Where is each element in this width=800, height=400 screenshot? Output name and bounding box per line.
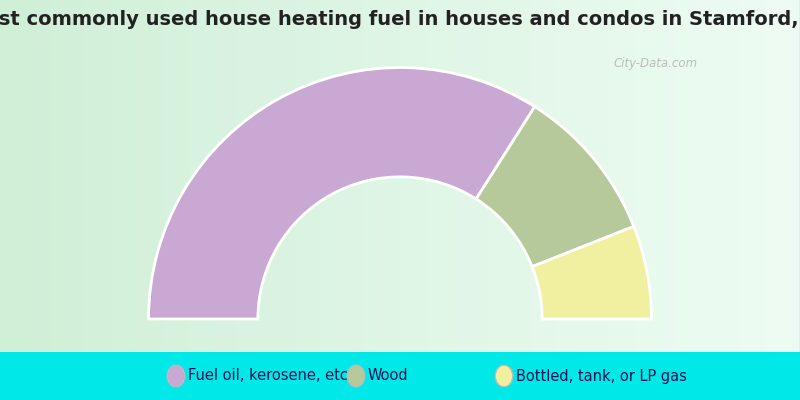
Text: Wood: Wood [368,368,409,384]
Wedge shape [476,107,634,267]
Text: Most commonly used house heating fuel in houses and condos in Stamford, VT: Most commonly used house heating fuel in… [0,10,800,29]
Text: Bottled, tank, or LP gas: Bottled, tank, or LP gas [516,368,687,384]
Ellipse shape [495,365,513,387]
Text: Fuel oil, kerosene, etc.: Fuel oil, kerosene, etc. [188,368,353,384]
Wedge shape [532,226,651,319]
Text: City-Data.com: City-Data.com [614,58,698,70]
Ellipse shape [347,365,365,387]
Ellipse shape [167,365,185,387]
Wedge shape [149,68,534,319]
